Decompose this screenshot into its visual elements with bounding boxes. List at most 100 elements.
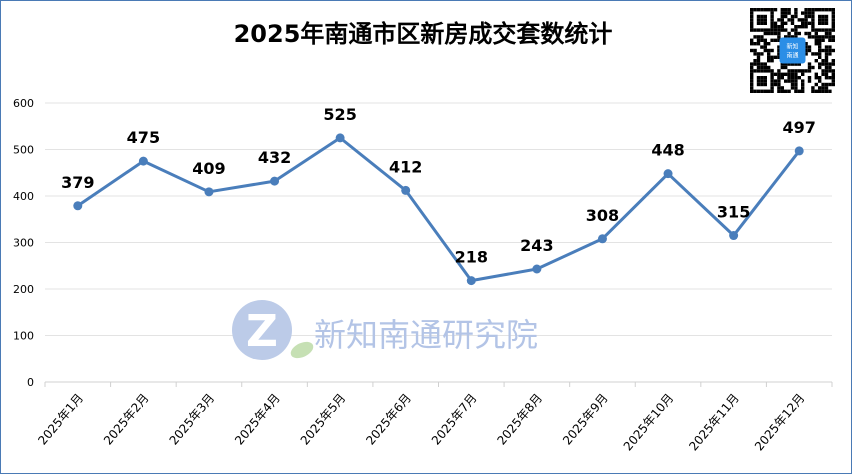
qr-module [784,79,788,83]
qr-module [811,28,815,32]
qr-module [760,28,764,32]
qr-module [750,28,754,32]
qr-module [763,8,767,12]
qr-module [756,8,761,12]
qr-module [828,69,832,73]
qr-module [777,55,781,59]
qr-module [818,62,822,66]
qr-module [790,82,795,87]
qr-module [770,31,774,36]
qr-module [807,65,812,70]
qr-module [801,69,805,73]
y-tick-label: 500 [13,144,34,157]
qr-module [818,86,822,90]
qr-module [784,65,788,70]
qr-module [777,25,781,29]
leaf-icon [290,341,314,359]
qr-module [750,25,754,29]
qr-module [831,11,835,15]
qr-module [818,21,822,25]
qr-module [818,76,822,80]
watermark-text: 新知南通研究院 [314,316,538,354]
qr-module [807,76,812,80]
qr-module [790,79,795,83]
qr-module [756,59,761,63]
qr-module [753,8,757,12]
qr-module [763,65,767,70]
qr-module [767,42,771,46]
qr-module [760,45,764,49]
qr-module [794,79,798,83]
qr-module [824,82,829,87]
qr-module [804,8,808,12]
qr-module [760,62,764,66]
qr-module [814,72,818,76]
qr-module [787,89,791,93]
qr-module [821,62,825,66]
y-tick-label: 600 [13,97,34,110]
qr-module [814,38,818,42]
qr-module [763,76,767,80]
qr-module [824,18,829,22]
qr-module [770,21,774,25]
qr-module [797,69,801,73]
qr-module [770,8,774,12]
qr-module [773,21,778,25]
watermark: Z 新知南通研究院 [232,300,538,360]
y-tick-label: 200 [13,283,34,296]
qr-module [790,35,795,39]
qr-module [814,35,818,39]
qr-center-text: 南通 [786,52,798,60]
qr-module [811,89,815,93]
x-tick-label: 2025年8月 [494,391,545,448]
qr-module [767,52,771,56]
y-tick-label: 300 [13,237,34,250]
qr-module [814,28,818,32]
data-label: 315 [717,203,750,222]
qr-module [777,76,781,80]
qr-module [773,8,778,12]
qr-module [821,38,825,42]
qr-module [760,8,764,12]
qr-module [750,82,754,87]
series-line [76,136,801,283]
x-tick-label: 2025年12月 [752,391,808,453]
qr-module [773,55,778,59]
qr-module [818,18,822,22]
qr-module [794,35,798,39]
qr-module [750,18,754,22]
qr-module [750,65,754,70]
qr-module [818,35,822,39]
qr-module [814,42,818,46]
data-point [401,185,411,195]
qr-module [790,21,795,25]
data-label: 243 [520,236,553,255]
qr-module [784,8,788,12]
qr-module [794,11,798,15]
qr-module [763,62,767,66]
qr-module [824,65,829,70]
qr-module [750,72,754,76]
qr-module [763,48,767,53]
qr-module [756,21,761,25]
qr-module [818,28,822,32]
qr-module [804,21,808,25]
qr-module [787,8,791,12]
qr-module [824,72,829,76]
qr-module [804,52,808,56]
qr-module [818,48,822,53]
qr-module [824,35,829,39]
qr-module [750,42,754,46]
qr-module [801,89,805,93]
data-label: 497 [783,118,816,137]
qr-center-logo [779,37,806,64]
qr-module [811,35,815,39]
qr-module [780,14,784,19]
data-label: 308 [586,206,619,225]
qr-module [770,82,774,87]
qr-module [760,65,764,70]
qr-module [756,55,761,59]
qr-module [763,21,767,25]
qr-module [811,86,815,90]
qr-module [801,21,805,25]
